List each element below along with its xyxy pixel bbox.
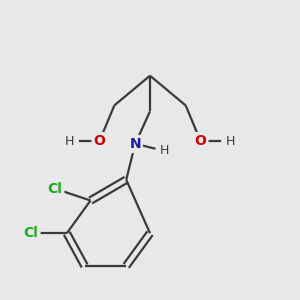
Text: H: H xyxy=(226,135,235,148)
Text: H: H xyxy=(160,143,170,157)
Text: O: O xyxy=(195,134,206,148)
Text: O: O xyxy=(94,134,105,148)
Text: N: N xyxy=(129,137,141,151)
Text: Cl: Cl xyxy=(24,226,38,240)
Text: H: H xyxy=(65,135,74,148)
Text: Cl: Cl xyxy=(47,182,62,196)
